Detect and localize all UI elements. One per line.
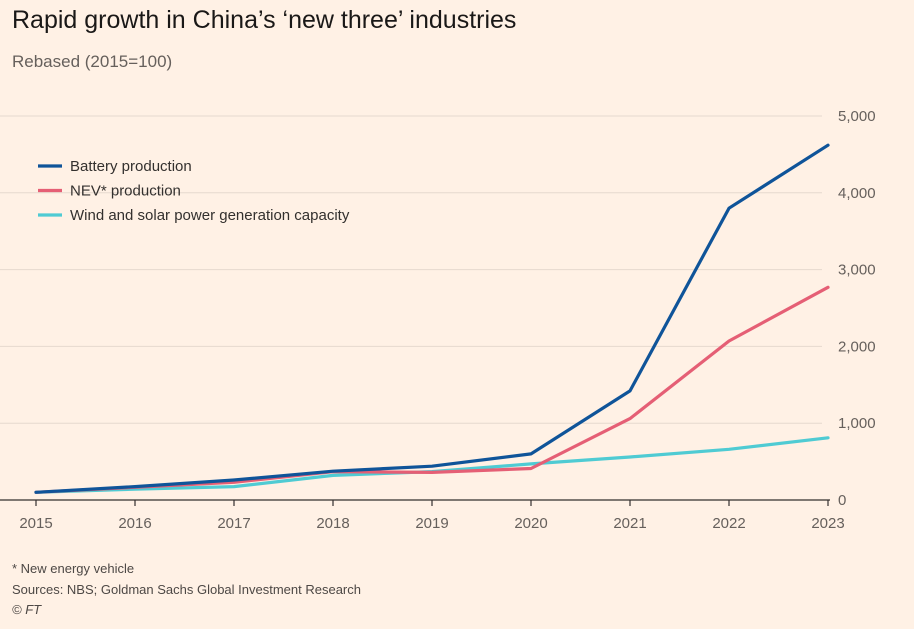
footnote: * New energy vehicle [12, 561, 135, 576]
x-tick-label: 2017 [217, 515, 250, 532]
x-tick-label: 2021 [613, 515, 646, 532]
y-tick-label: 1,000 [838, 415, 876, 432]
y-tick-label: 0 [838, 492, 846, 509]
grid-layer: 0 1,000 2,000 3,000 4,000 5,000 [0, 108, 876, 509]
y-tick-label: 4,000 [838, 185, 876, 202]
x-tick-label: 2019 [415, 515, 448, 532]
legend-label: Wind and solar power generation capacity [70, 207, 350, 224]
y-tick-label: 2,000 [838, 338, 876, 355]
x-tick-label: 2015 [19, 515, 52, 532]
x-axis: 2015 2016 2017 2018 2019 2020 2021 2022 2023 [0, 499, 845, 532]
x-tick-label: 2018 [316, 515, 349, 532]
y-tick-label: 5,000 [838, 108, 876, 125]
series-line [34, 143, 830, 494]
x-tick-label: 2022 [712, 515, 745, 532]
series-layer [34, 143, 830, 494]
x-tick-label: 2023 [811, 515, 844, 532]
sources-note: Sources: NBS; Goldman Sachs Global Inves… [12, 582, 361, 597]
series-line [34, 285, 830, 494]
y-tick-label: 3,000 [838, 262, 876, 279]
legend-label: NEV* production [70, 183, 181, 200]
chart-subtitle: Rebased (2015=100) [12, 52, 173, 71]
chart-title: Rapid growth in China’s ‘new three’ indu… [12, 6, 517, 34]
x-tick-label: 2020 [514, 515, 547, 532]
legend-label: Battery production [70, 158, 192, 175]
copyright-note: © FT [12, 602, 42, 617]
x-tick-label: 2016 [118, 515, 151, 532]
legend: Battery production NEV* production Wind an… [38, 158, 350, 224]
